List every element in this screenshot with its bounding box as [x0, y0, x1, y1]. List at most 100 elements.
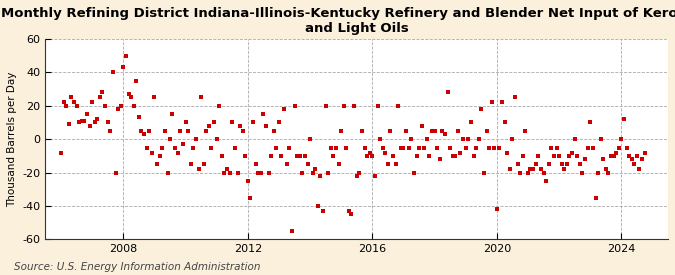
Point — [221, 167, 232, 171]
Title: Monthly Refining District Indiana-Illinois-Kentucky Refinery and Blender Net Inp: Monthly Refining District Indiana-Illino… — [1, 7, 675, 35]
Point — [517, 154, 528, 158]
Point — [320, 104, 331, 108]
Point — [538, 170, 549, 175]
Point — [186, 162, 196, 166]
Point — [178, 142, 188, 146]
Point — [618, 117, 629, 121]
Point — [190, 137, 201, 141]
Point — [198, 162, 209, 166]
Point — [146, 150, 157, 155]
Point — [245, 196, 256, 200]
Point — [87, 100, 98, 104]
Point — [72, 104, 82, 108]
Point — [313, 204, 323, 208]
Point — [224, 170, 235, 175]
Point — [209, 120, 219, 125]
Point — [318, 209, 329, 213]
Point — [593, 170, 603, 175]
Point — [572, 154, 583, 158]
Point — [131, 78, 142, 83]
Point — [100, 104, 111, 108]
Point — [359, 145, 370, 150]
Point — [585, 120, 595, 125]
Point — [621, 145, 632, 150]
Point — [502, 150, 512, 155]
Point — [605, 154, 616, 158]
Point — [136, 129, 146, 133]
Point — [424, 154, 435, 158]
Point — [567, 150, 578, 155]
Point — [310, 167, 321, 171]
Point — [155, 154, 165, 158]
Point — [595, 137, 606, 141]
Point — [356, 129, 367, 133]
Point — [364, 150, 375, 155]
Point — [546, 145, 557, 150]
Point — [66, 95, 77, 100]
Point — [196, 95, 207, 100]
Point — [276, 154, 287, 158]
Point — [242, 179, 253, 183]
Point — [491, 207, 502, 211]
Point — [450, 154, 461, 158]
Point — [632, 154, 643, 158]
Point — [528, 167, 539, 171]
Point — [429, 129, 440, 133]
Point — [476, 107, 487, 111]
Point — [497, 100, 508, 104]
Point — [92, 117, 103, 121]
Point — [252, 170, 263, 175]
Point — [294, 154, 305, 158]
Point — [105, 129, 115, 133]
Point — [608, 154, 619, 158]
Point — [598, 157, 609, 161]
Point — [408, 170, 419, 175]
Point — [504, 167, 515, 171]
Point — [531, 162, 541, 166]
Point — [616, 137, 627, 141]
Point — [118, 65, 129, 70]
Point — [419, 145, 430, 150]
Point — [89, 120, 100, 125]
Point — [126, 95, 136, 100]
Point — [315, 174, 326, 178]
Point — [352, 174, 362, 178]
Point — [172, 150, 183, 155]
Point — [235, 123, 246, 128]
Point — [159, 129, 170, 133]
Point — [95, 95, 105, 100]
Point — [390, 162, 401, 166]
Y-axis label: Thousand Barrels per Day: Thousand Barrels per Day — [7, 72, 17, 207]
Point — [338, 104, 349, 108]
Point — [377, 145, 388, 150]
Point — [603, 170, 614, 175]
Point — [400, 129, 411, 133]
Point — [107, 70, 118, 75]
Point — [287, 229, 298, 233]
Point — [580, 157, 591, 161]
Point — [416, 123, 427, 128]
Point — [302, 162, 313, 166]
Point — [551, 145, 562, 150]
Point — [388, 154, 399, 158]
Point — [543, 162, 554, 166]
Point — [569, 137, 580, 141]
Point — [230, 145, 240, 150]
Point — [256, 170, 267, 175]
Point — [331, 145, 342, 150]
Point — [481, 129, 492, 133]
Point — [149, 95, 160, 100]
Point — [110, 170, 121, 175]
Point — [489, 145, 500, 150]
Point — [248, 120, 259, 125]
Point — [175, 129, 186, 133]
Point — [76, 119, 87, 123]
Point — [128, 104, 139, 108]
Point — [84, 123, 95, 128]
Point — [211, 137, 222, 141]
Point — [512, 162, 523, 166]
Point — [367, 154, 378, 158]
Point — [139, 132, 150, 136]
Point — [217, 154, 227, 158]
Point — [300, 154, 310, 158]
